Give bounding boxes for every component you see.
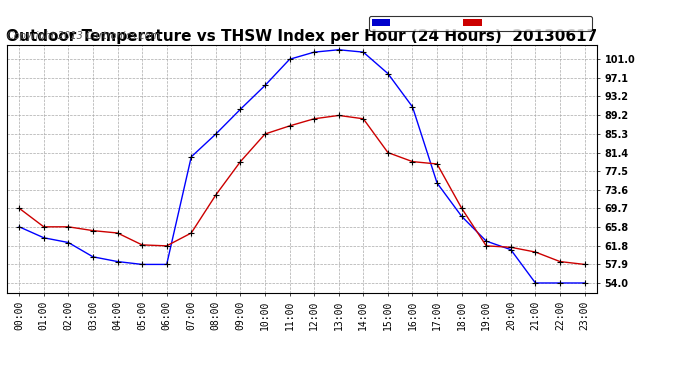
Title: Outdoor Temperature vs THSW Index per Hour (24 Hours)  20130617: Outdoor Temperature vs THSW Index per Ho… [6,29,598,44]
Text: Copyright 2013 Cartronics.com: Copyright 2013 Cartronics.com [7,32,160,41]
Legend: THSW  (°F), Temperature  (°F): THSW (°F), Temperature (°F) [369,15,591,31]
